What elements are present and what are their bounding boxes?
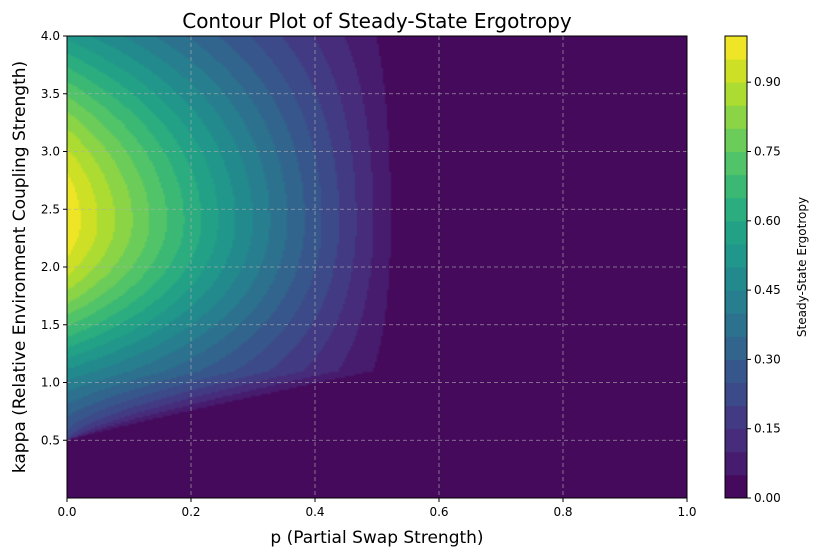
colorbar-band <box>725 151 747 176</box>
colorbar-band <box>725 405 747 430</box>
y-tick-label: 3.0 <box>41 145 60 159</box>
colorbar-band <box>725 105 747 129</box>
colorbar-band <box>725 382 747 407</box>
x-axis: 0.0 0.2 0.4 0.6 0.8 1.0 <box>57 498 697 519</box>
colorbar-tick-label: 0.45 <box>754 283 781 297</box>
colorbar-band <box>725 428 747 453</box>
colorbar-tick-label: 0.90 <box>754 75 781 89</box>
y-axis-label: kappa (Relative Environment Coupling Str… <box>10 61 30 473</box>
x-tick-label: 0.0 <box>57 505 76 519</box>
x-tick-label: 0.8 <box>553 505 572 519</box>
y-tick-label: 2.5 <box>41 202 60 216</box>
colorbar-band <box>725 36 747 60</box>
colorbar-tick-label: 0.15 <box>754 422 781 436</box>
x-tick-label: 0.2 <box>181 505 200 519</box>
colorbar-band <box>725 474 747 499</box>
colorbar-band <box>725 82 747 106</box>
y-tick-label: 1.0 <box>41 376 60 390</box>
colorbar-band <box>725 451 747 476</box>
colorbar-label: Steady-State Ergotropy <box>795 197 809 337</box>
colorbar-band <box>725 359 747 383</box>
colorbar-tick-label: 0.75 <box>754 145 781 159</box>
colorbar-frame <box>724 35 748 499</box>
colorbar-tick-label: 0.60 <box>754 214 781 228</box>
x-axis-label: p (Partial Swap Strength) <box>270 528 483 548</box>
colorbar-band <box>725 128 747 152</box>
colorbar-tick-label: 0.00 <box>754 491 781 505</box>
y-tick-label: 4.0 <box>41 29 60 43</box>
colorbar-band <box>725 313 747 337</box>
colorbar-band <box>725 267 747 291</box>
colorbar: 0.00 0.15 0.30 0.45 0.60 0.75 0.90 Steady-Stat… <box>724 35 809 505</box>
colorbar-band <box>725 197 747 222</box>
colorbar-band <box>725 220 747 245</box>
colorbar-band <box>725 336 747 360</box>
colorbar-tick-label: 0.30 <box>754 352 781 366</box>
y-tick-label: 2.0 <box>41 260 60 274</box>
colorbar-band <box>725 243 747 268</box>
x-tick-label: 0.4 <box>305 505 324 519</box>
colorbar-ticks: 0.00 0.15 0.30 0.45 0.60 0.75 0.90 <box>747 75 781 505</box>
y-tick-label: 0.5 <box>41 433 60 447</box>
x-tick-label: 1.0 <box>677 505 696 519</box>
x-tick-label: 0.6 <box>429 505 448 519</box>
grid-lines <box>67 36 687 498</box>
plot-area <box>66 35 688 499</box>
y-tick-label: 3.5 <box>41 87 60 101</box>
y-axis: 0.5 1.0 1.5 2.0 2.5 3.0 3.5 4.0 <box>41 29 67 447</box>
y-tick-label: 1.5 <box>41 318 60 332</box>
chart-title: Contour Plot of Steady-State Ergotropy <box>182 9 572 33</box>
colorbar-bands <box>725 36 747 499</box>
colorbar-band <box>725 59 747 83</box>
colorbar-band <box>725 290 747 314</box>
colorbar-band <box>725 174 747 199</box>
